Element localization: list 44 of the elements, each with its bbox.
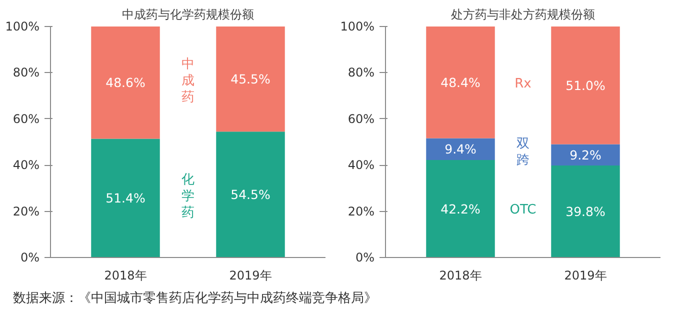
y-tick-label: 60% <box>12 112 40 126</box>
bar <box>551 26 620 144</box>
x-tick-label: 2018年 <box>104 268 147 282</box>
bar <box>551 144 620 166</box>
data-label: 48.6% <box>106 75 146 90</box>
y-tick-label: 20% <box>348 204 374 218</box>
x-tick-label: 2019年 <box>229 268 272 282</box>
data-label: 51.4% <box>106 190 146 206</box>
y-tick-label: 0% <box>20 250 40 264</box>
y-tick-label: 0% <box>355 250 375 264</box>
data-label: 39.8% <box>566 204 606 220</box>
chart-title: 处方药与非处方药规模份额 <box>451 8 595 22</box>
chart-title: 中成药与化学药规模份额 <box>122 8 254 22</box>
y-tick-label: 20% <box>12 204 40 218</box>
bar <box>216 132 285 258</box>
y-tick-label: 100% <box>5 20 40 34</box>
y-tick-label: 40% <box>12 158 40 172</box>
bar <box>426 26 495 138</box>
bar <box>426 138 495 160</box>
series-label: 双跨 <box>516 136 530 168</box>
data-label: 42.2% <box>440 201 480 216</box>
y-tick-label: 60% <box>348 112 374 126</box>
data-label: 9.4% <box>444 142 476 157</box>
x-tick-label: 2018年 <box>439 268 482 282</box>
data-label: 9.2% <box>570 147 602 162</box>
series-label: 化学药 <box>182 172 194 220</box>
bar <box>91 26 160 139</box>
data-label: 54.5% <box>230 187 270 202</box>
series-label: OTC <box>510 202 536 218</box>
data-label: 45.5% <box>230 72 270 87</box>
source-note: 数据来源：《中国城市零售药店化学药与中成药终端竞争格局》 <box>13 290 377 308</box>
data-label: 48.4% <box>440 74 480 90</box>
y-tick-label: 100% <box>340 20 375 34</box>
bar <box>216 26 285 132</box>
y-tick-label: 80% <box>348 66 374 80</box>
series-label: 中成药 <box>182 56 194 105</box>
bar <box>91 138 160 258</box>
series-label: Rx <box>514 76 532 92</box>
bar <box>426 160 495 258</box>
data-label: 51.0% <box>566 78 606 93</box>
bar <box>551 166 620 258</box>
x-tick-label: 2019年 <box>564 268 607 282</box>
y-tick-label: 40% <box>348 158 374 172</box>
y-tick-label: 80% <box>12 66 40 80</box>
